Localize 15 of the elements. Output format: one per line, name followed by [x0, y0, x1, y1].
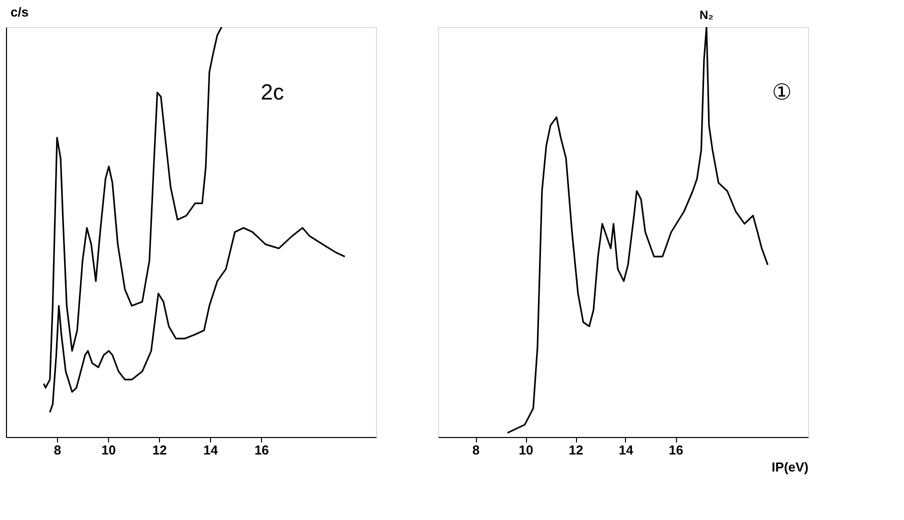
x-tick-label: 8 — [472, 442, 480, 458]
x-tick-label: 8 — [54, 442, 62, 458]
x-tick-label: 14 — [203, 442, 219, 458]
x-axis-title: IP(eV) — [772, 460, 808, 474]
x-tick-label: 16 — [668, 442, 684, 458]
annotation: 2c — [260, 80, 284, 105]
x-tick-label: 12 — [568, 442, 584, 458]
annotation: ① — [772, 80, 792, 105]
x-tick-label: 10 — [518, 442, 534, 458]
x-tick-label: 14 — [618, 442, 634, 458]
y-axis-title: c/s — [10, 4, 29, 20]
x-tick-label: 10 — [101, 442, 116, 458]
x-tick-label: 12 — [152, 442, 167, 458]
annotation: N₂ — [700, 8, 714, 22]
x-tick-label: 16 — [254, 442, 269, 458]
